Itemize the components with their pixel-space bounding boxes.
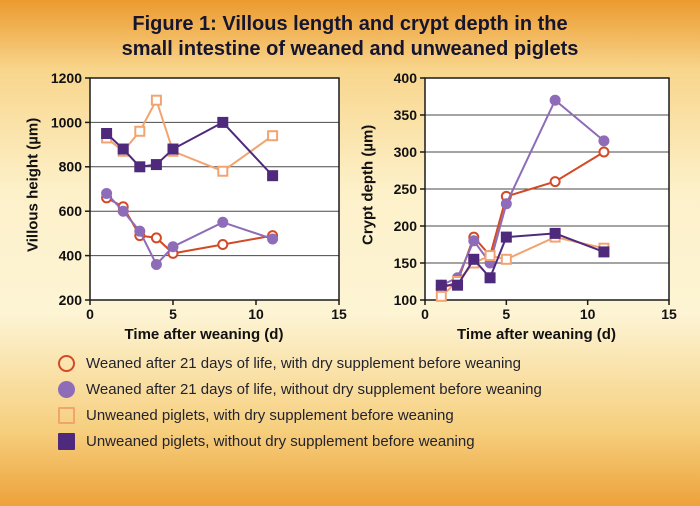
svg-text:100: 100 — [393, 292, 417, 308]
legend-row: Unweaned piglets, with dry supplement be… — [58, 407, 700, 424]
svg-text:300: 300 — [393, 144, 417, 160]
svg-text:150: 150 — [393, 255, 417, 271]
legend-label: Unweaned piglets, with dry supplement be… — [86, 407, 454, 424]
legend-row: Unweaned piglets, without dry supplement… — [58, 433, 700, 450]
svg-text:400: 400 — [58, 248, 82, 264]
svg-text:15: 15 — [661, 306, 677, 322]
svg-text:400: 400 — [393, 70, 417, 86]
svg-text:350: 350 — [393, 107, 417, 123]
svg-text:1200: 1200 — [50, 70, 81, 86]
legend-label: Unweaned piglets, without dry supplement… — [86, 433, 475, 450]
crypt-depth-plot: 100 150 200 250 300 350 400 0 5 10 15 — [393, 70, 677, 322]
svg-text:0: 0 — [86, 306, 94, 322]
figure-title-line2: small intestine of weaned and unweaned p… — [121, 38, 579, 60]
open-square-marker-icon — [58, 407, 75, 424]
crypt-y-axis-label: Crypt depth (µm) — [359, 124, 376, 246]
svg-text:0: 0 — [421, 306, 429, 322]
svg-text:5: 5 — [502, 306, 510, 322]
figure-title-line1: Figure 1: Villous length and crypt depth… — [132, 13, 568, 35]
legend: Weaned after 21 days of life, with dry s… — [0, 355, 700, 450]
filled-square-marker-icon — [58, 433, 75, 450]
legend-label: Weaned after 21 days of life, with dry s… — [86, 355, 521, 372]
open-circle-marker-icon — [58, 355, 75, 372]
villous-height-plot: 200 400 600 800 1000 1200 0 5 10 15 — [50, 70, 347, 322]
svg-text:15: 15 — [331, 306, 347, 322]
figure-title: Figure 1: Villous length and crypt depth… — [0, 12, 700, 62]
crypt-x-axis-label: Time after weaning (d) — [457, 326, 616, 343]
villous-height-chart: Villous height (µm) 200 400 600 800 1000 1200… — [22, 68, 349, 343]
svg-text:10: 10 — [248, 306, 264, 322]
svg-text:800: 800 — [58, 159, 82, 175]
svg-text:5: 5 — [169, 306, 177, 322]
villous-x-axis-label: Time after weaning (d) — [124, 326, 284, 343]
svg-text:1000: 1000 — [50, 114, 81, 130]
svg-text:600: 600 — [58, 203, 82, 219]
legend-label: Weaned after 21 days of life, without dr… — [86, 381, 542, 398]
svg-text:200: 200 — [393, 218, 417, 234]
svg-text:200: 200 — [58, 292, 82, 308]
filled-circle-marker-icon — [58, 381, 75, 398]
villous-y-axis-label: Villous height (µm) — [24, 117, 41, 253]
charts-row: Villous height (µm) 200 400 600 800 1000 1200… — [0, 68, 700, 343]
svg-text:10: 10 — [579, 306, 595, 322]
legend-row: Weaned after 21 days of life, with dry s… — [58, 355, 700, 372]
legend-row: Weaned after 21 days of life, without dr… — [58, 381, 700, 398]
svg-text:250: 250 — [393, 181, 417, 197]
crypt-depth-chart: Crypt depth (µm) 100 150 200 250 300 350 400 0 5… — [357, 68, 679, 343]
